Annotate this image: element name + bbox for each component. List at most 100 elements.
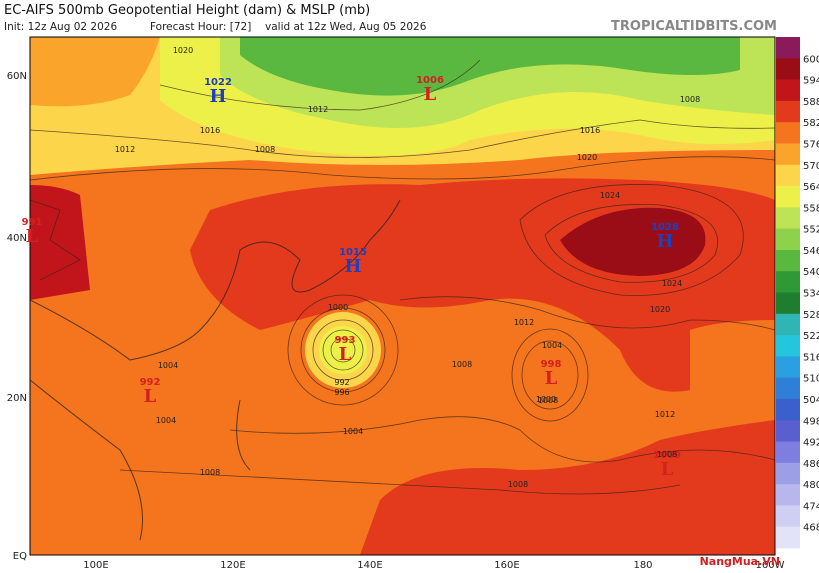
- lat-label: 40N: [7, 233, 27, 244]
- lon-label: 140E: [357, 560, 382, 571]
- colorbar-label: 588: [803, 97, 819, 108]
- title: EC-AIFS 500mb Geopotential Height (dam) …: [4, 3, 370, 18]
- contour-label: 1016: [580, 126, 600, 135]
- colorbar-swatch: [776, 356, 800, 379]
- colorbar-label: 594: [803, 76, 819, 87]
- colorbar-label: 516: [803, 352, 819, 363]
- colorbar-label: 510: [803, 374, 819, 385]
- center-value: 1006: [416, 75, 444, 86]
- colorbar-swatch: [776, 79, 800, 102]
- lon-label: 160E: [494, 560, 519, 571]
- colorbar-label: 558: [803, 203, 819, 214]
- colorbar-label: 486: [803, 459, 819, 470]
- colorbar-swatch: [776, 207, 800, 230]
- contour-label: 1012: [115, 145, 135, 154]
- center-letter: L: [339, 344, 352, 365]
- contour-label: 1012: [655, 410, 675, 419]
- center-letter: L: [661, 459, 674, 480]
- colorbar-swatch: [776, 526, 800, 549]
- colorbar-swatch: [776, 505, 800, 528]
- colorbar-swatch: [776, 143, 800, 166]
- colorbar-label: 600: [803, 54, 819, 65]
- colorbar-swatch: [776, 37, 800, 59]
- colorbar-swatch: [776, 100, 800, 123]
- colorbar-swatch: [776, 186, 800, 208]
- colorbar-label: 540: [803, 267, 819, 278]
- lon-label: 120E: [220, 560, 245, 571]
- center-letter: L: [144, 386, 157, 407]
- colorbar-swatch: [776, 249, 800, 272]
- colorbar-swatch: [776, 58, 800, 81]
- contour-label: 1016: [200, 126, 220, 135]
- colorbar-label: 570: [803, 161, 819, 172]
- contour-label: 1020: [577, 153, 597, 162]
- colorbar-swatch: [776, 441, 800, 464]
- lon-label: 160W: [756, 560, 785, 571]
- colorbar-label: 498: [803, 416, 819, 427]
- lat-label: EQ: [13, 551, 27, 562]
- watermark: NangMua.VN: [700, 555, 780, 568]
- colorbar-swatch: [776, 164, 800, 187]
- colorbar-label: 468: [803, 523, 819, 534]
- contour-label: 1008: [538, 396, 558, 405]
- site: TROPICALTIDBITS.COM: [611, 19, 777, 34]
- center-value: 1015: [339, 247, 367, 258]
- center-value: 992: [140, 377, 161, 388]
- contour-label: 1008: [657, 450, 677, 459]
- contour-label: 1012: [308, 105, 328, 114]
- center-letter: H: [344, 256, 361, 277]
- contour-label: 1004: [156, 416, 176, 425]
- contour-label: 1004: [158, 361, 178, 370]
- center-value: 998: [541, 359, 562, 370]
- contour-label: 992: [334, 378, 349, 387]
- center-value: 1022: [204, 77, 232, 88]
- contour-label: 1008: [680, 95, 700, 104]
- lat-label: 60N: [7, 71, 27, 82]
- colorbar-swatch: [776, 335, 800, 357]
- center-letter: L: [26, 226, 39, 247]
- contour-label: 1024: [600, 191, 620, 200]
- colorbar-swatch: [776, 398, 800, 421]
- colorbar-swatch: [776, 271, 800, 293]
- contour-label: 1004: [343, 427, 363, 436]
- colorbar-swatch: [776, 292, 800, 315]
- colorbar-swatch: [776, 377, 800, 400]
- colorbar-swatch: [776, 484, 800, 506]
- colorbar-swatch: [776, 122, 800, 144]
- contour-label: 1020: [173, 46, 193, 55]
- center-value: 993: [335, 335, 356, 346]
- colorbar: 600 594 588 582 576 570 564 558 552 546 540 534 528 5…: [776, 37, 819, 549]
- contour-label: 1008: [452, 360, 472, 369]
- contour-label: 1008: [200, 468, 220, 477]
- lon-label: 180: [633, 560, 652, 571]
- colorbar-label: 576: [803, 139, 819, 150]
- center-letter: H: [209, 86, 226, 107]
- lat-label: 20N: [7, 393, 27, 404]
- colorbar-label: 582: [803, 118, 819, 129]
- valid-time: valid at 12z Wed, Aug 05 2026: [265, 21, 427, 33]
- contour-label: 1000: [536, 395, 556, 404]
- center-letter: H: [656, 231, 673, 252]
- colorbar-swatch: [776, 313, 800, 336]
- axes: 60N 40N 20N EQ 100E 120E 140E 160E 180 160W: [7, 71, 785, 571]
- map-fields: [29, 36, 776, 556]
- colorbar-swatch: [776, 420, 800, 443]
- contour-label: 1008: [255, 145, 275, 154]
- colorbar-label: 480: [803, 480, 819, 491]
- contour-label: 1024: [662, 279, 682, 288]
- lon-label: 100E: [83, 560, 108, 571]
- center-value: 1028: [651, 222, 679, 233]
- center-value: 1009: [653, 450, 681, 461]
- colorbar-label: 546: [803, 246, 819, 257]
- colorbar-label: 552: [803, 225, 819, 236]
- contour-label: 1008: [508, 480, 528, 489]
- init: Init: 12z Aug 02 2026: [4, 21, 117, 33]
- contour-label: 1012: [514, 318, 534, 327]
- colorbar-label: 504: [803, 395, 819, 406]
- colorbar-swatch: [776, 228, 800, 251]
- colorbar-label: 534: [803, 289, 819, 300]
- center-letter: L: [545, 368, 558, 389]
